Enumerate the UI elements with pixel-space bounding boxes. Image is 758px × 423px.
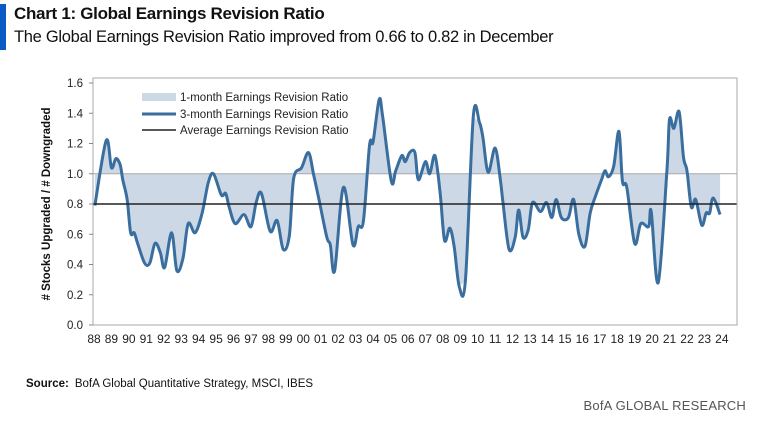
- legend-label-three-month: 3-month Earnings Revision Ratio: [180, 109, 348, 121]
- x-tick-label: 10: [471, 332, 485, 346]
- legend: 1-month Earnings Revision Ratio 3-month …: [142, 92, 349, 137]
- x-tick-label: 18: [611, 332, 625, 346]
- x-tick-label: 05: [384, 332, 398, 346]
- x-tick-label: 02: [331, 332, 345, 346]
- legend-swatch-one-month: [142, 93, 176, 101]
- x-tick-label: 01: [314, 332, 328, 346]
- y-tick-label: 1.6: [67, 78, 83, 90]
- x-tick-label: 11: [489, 332, 502, 346]
- x-tick-label: 94: [192, 332, 206, 346]
- y-tick-label: 0.8: [67, 199, 83, 211]
- x-tick-label: 92: [157, 332, 171, 346]
- x-tick-label: 22: [680, 332, 694, 346]
- x-tick-label: 20: [645, 332, 659, 346]
- x-tick-label: 96: [227, 332, 241, 346]
- x-tick-label: 09: [454, 332, 468, 346]
- x-tick-label: 90: [122, 332, 136, 346]
- x-tick-label: 13: [523, 332, 537, 346]
- x-tick-label: 03: [349, 332, 363, 346]
- x-tick-label: 04: [366, 332, 380, 346]
- x-tick-label: 08: [436, 332, 450, 346]
- three-month-series-line: [93, 97, 722, 298]
- x-tick-label: 06: [401, 332, 415, 346]
- x-tick-label: 16: [576, 332, 590, 346]
- x-tick-label: 23: [698, 332, 712, 346]
- x-tick-label: 97: [244, 332, 258, 346]
- x-tick-label: 98: [262, 332, 276, 346]
- x-tick-label: 93: [175, 332, 189, 346]
- three-month-line-layer: [93, 97, 737, 298]
- plot-border: [92, 77, 738, 326]
- y-tick-label: 0.6: [67, 229, 83, 241]
- y-tick-label: 0.4: [67, 260, 84, 272]
- x-tick-label: 95: [209, 332, 223, 346]
- y-axis-title: # Stocks Upgraded / # Downgraded: [41, 108, 53, 301]
- x-tick-label: 91: [140, 332, 154, 346]
- chart-subtitle: The Global Earnings Revision Ratio impro…: [14, 28, 554, 46]
- source-text: BofA Global Quantitative Strategy, MSCI,…: [74, 378, 314, 390]
- axes: 0.00.20.40.60.81.01.21.41.688 89 90 91 92 93 9…: [67, 77, 738, 346]
- x-tick-label: 07: [419, 332, 433, 346]
- brand-footer: BofA GLOBAL RESEARCH: [583, 398, 746, 413]
- chart-title: Chart 1: Global Earnings Revision Ratio: [14, 4, 325, 23]
- x-tick-label: 99: [279, 332, 293, 346]
- x-tick-label: 17: [593, 332, 607, 346]
- x-tick-label: 24: [715, 332, 729, 346]
- x-tick-label: 21: [663, 332, 677, 346]
- legend-label-one-month: 1-month Earnings Revision Ratio: [180, 92, 348, 104]
- x-tick-label: 12: [506, 332, 520, 346]
- x-tick-label: 00: [297, 332, 311, 346]
- x-tick-label: 88: [87, 332, 101, 346]
- x-tick-label: 89: [105, 332, 119, 346]
- legend-label-average: Average Earnings Revision Ratio: [180, 125, 349, 137]
- y-tick-label: 1.2: [67, 139, 83, 151]
- x-tick-label: 19: [628, 332, 642, 346]
- y-tick-label: 0.0: [67, 320, 83, 332]
- source-label: Source:: [26, 378, 69, 390]
- y-tick-label: 1.0: [67, 169, 83, 181]
- x-tick-label: 14: [541, 332, 555, 346]
- y-tick-label: 1.4: [67, 108, 84, 120]
- source-note: Source: BofA Global Quantitative Strategy…: [26, 378, 313, 390]
- title-accent-bar: [0, 4, 6, 50]
- y-tick-label: 0.2: [67, 290, 83, 302]
- x-tick-label: 15: [558, 332, 572, 346]
